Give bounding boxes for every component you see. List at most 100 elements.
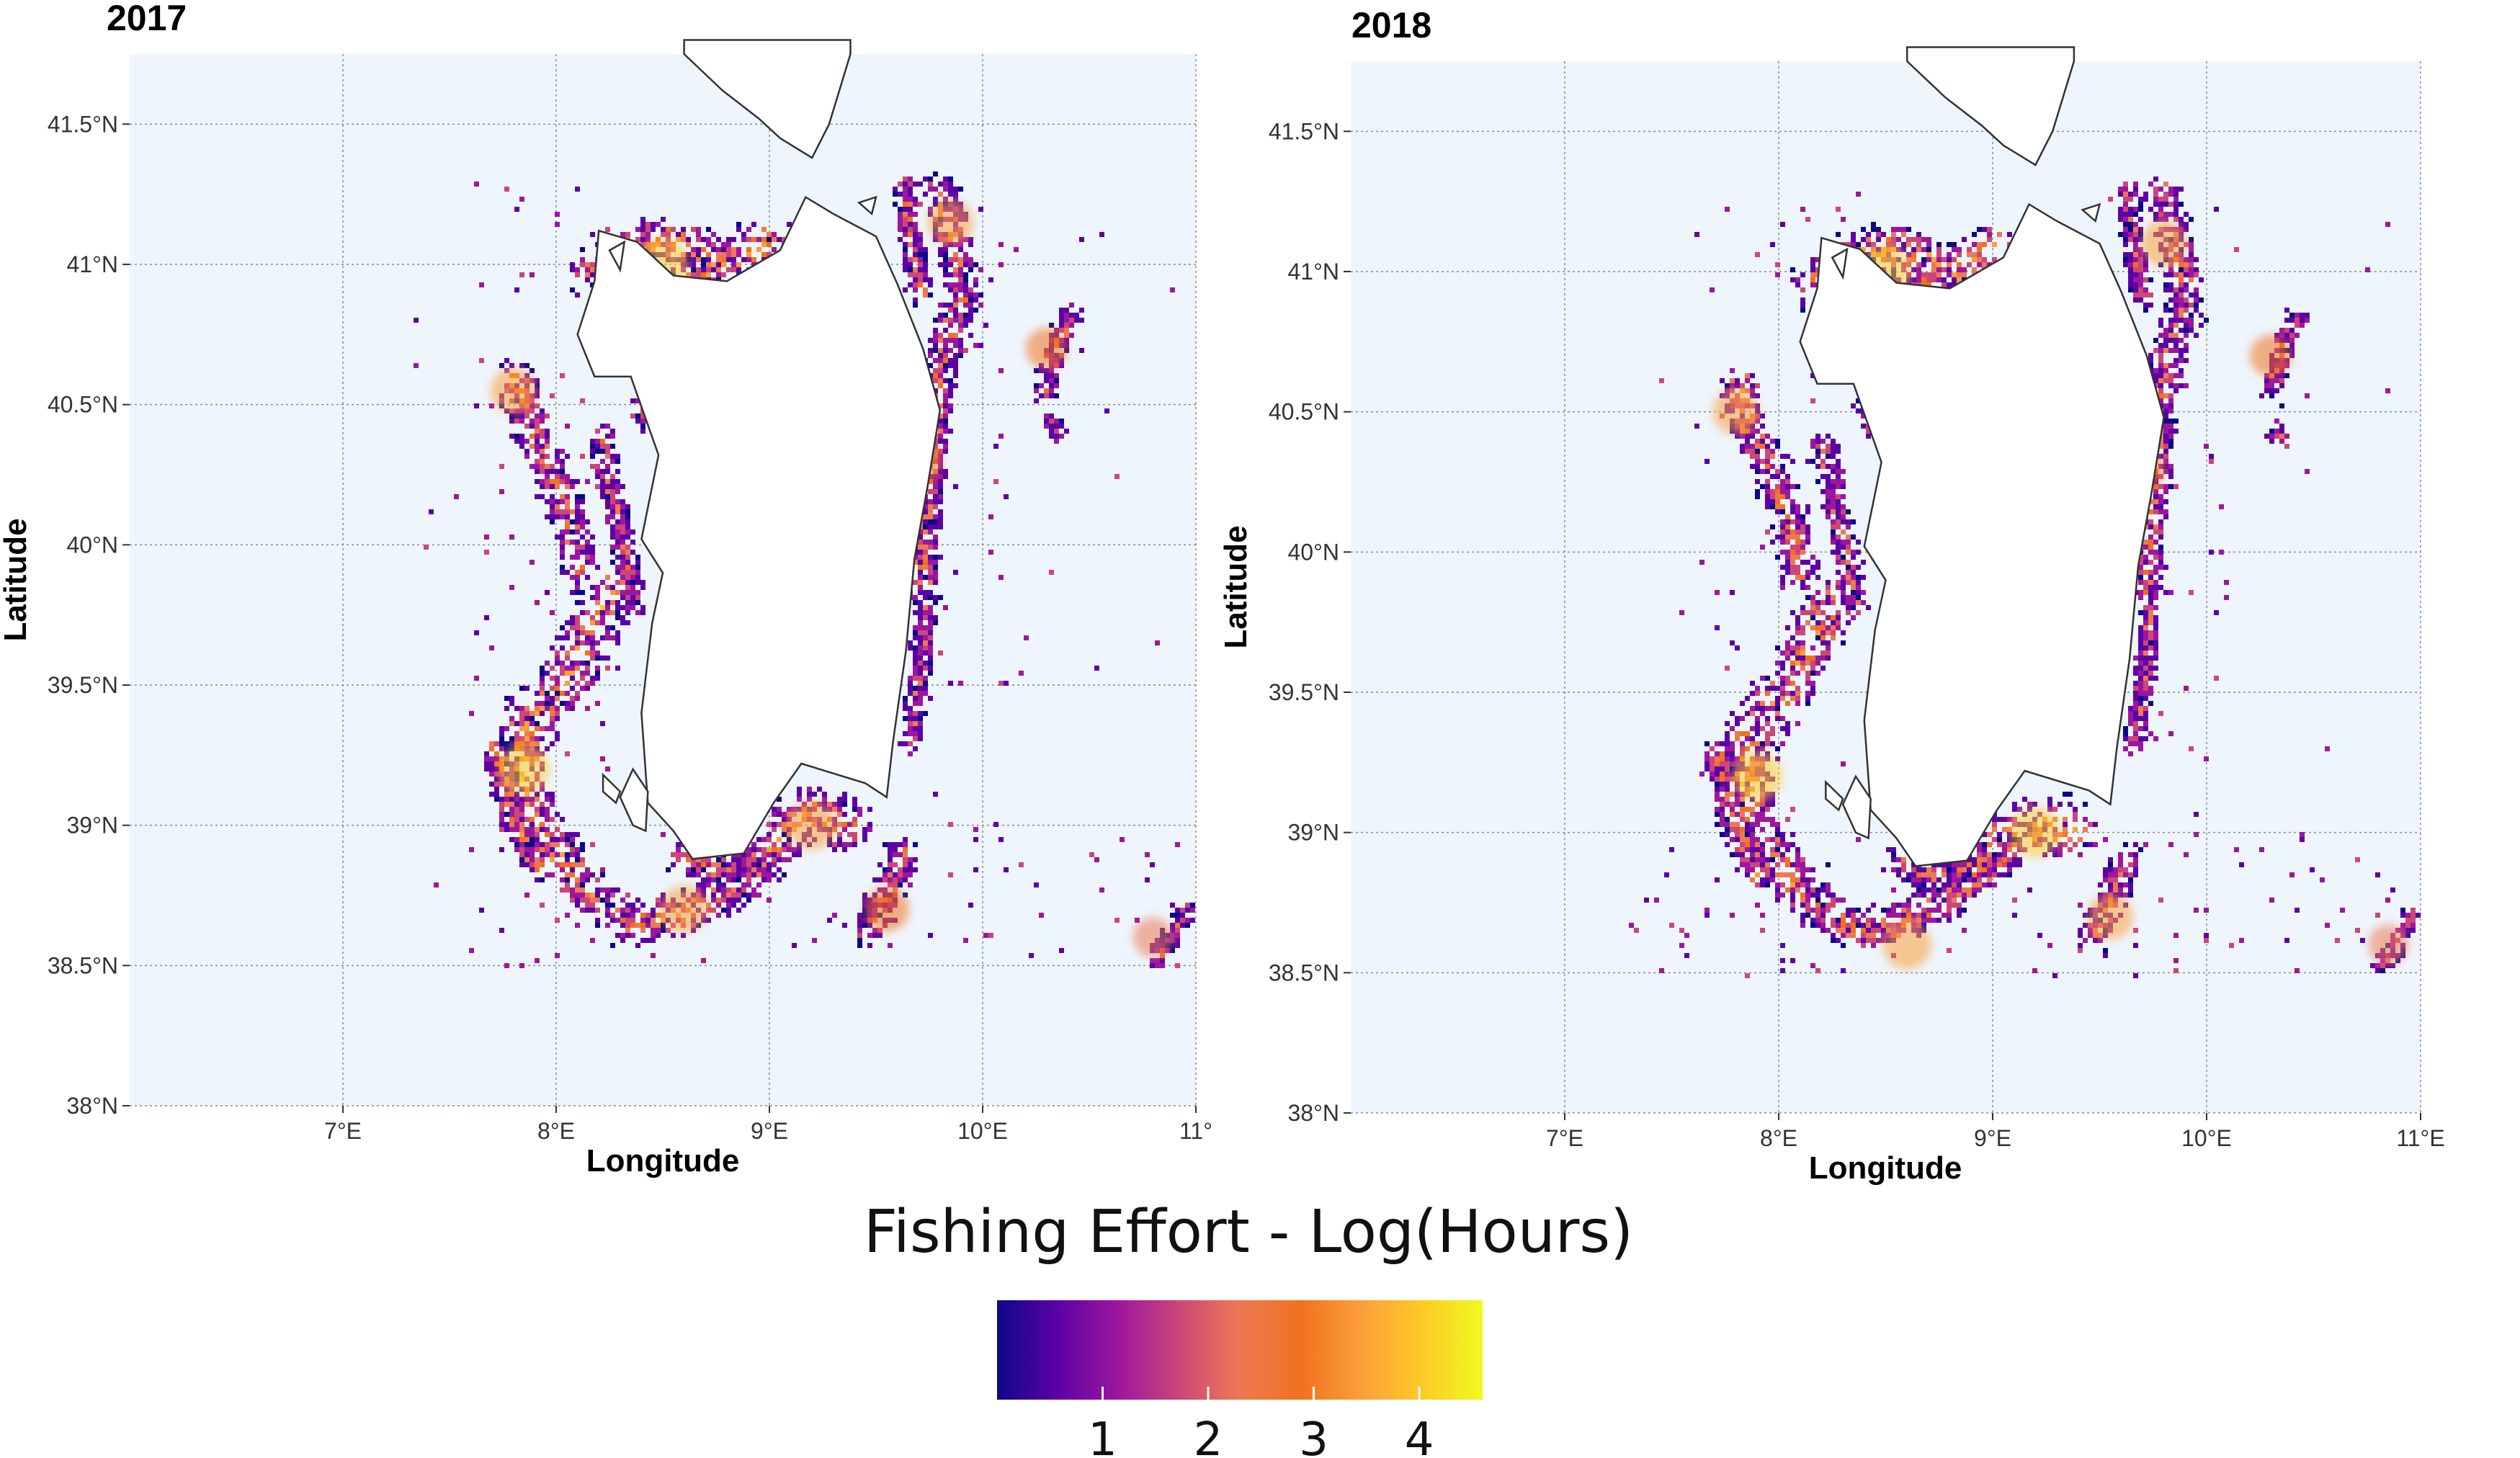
effort-cell (1962, 272, 1967, 277)
effort-cell (514, 827, 519, 832)
effort-cell (545, 726, 550, 731)
effort-cell (545, 832, 550, 837)
effort-cell (898, 207, 903, 212)
effort-cell (973, 282, 978, 287)
effort-cell (620, 514, 625, 519)
effort-cell (514, 207, 519, 212)
effort-cell (913, 726, 918, 731)
effort-cell (504, 797, 509, 802)
effort-cell (570, 625, 575, 630)
effort-cell (640, 923, 645, 928)
effort-cell (1054, 419, 1059, 424)
effort-cell (509, 696, 514, 701)
effort-cell (575, 923, 580, 928)
effort-cell (696, 887, 701, 893)
effort-cell (514, 822, 519, 827)
effort-cell (540, 691, 545, 696)
effort-cell (772, 237, 777, 242)
effort-cell (509, 827, 514, 832)
effort-cell (706, 862, 711, 867)
effort-cell (540, 847, 545, 852)
effort-cell (898, 182, 903, 187)
effort-cell (600, 898, 605, 903)
effort-cell (1765, 469, 1770, 474)
effort-cell (918, 272, 923, 277)
effort-cell (832, 807, 837, 812)
effort-cell (842, 822, 847, 827)
effort-cell (938, 519, 943, 524)
effort-cell (570, 847, 575, 852)
effort-cell (1906, 252, 1911, 257)
effort-cell (535, 413, 540, 419)
effort-cell (580, 514, 585, 519)
effort-cell (756, 867, 761, 872)
effort-cell (535, 701, 540, 706)
effort-cell (953, 313, 958, 318)
effort-cell (852, 842, 857, 847)
effort-cell (933, 197, 938, 202)
effort-cell (600, 469, 605, 474)
effort-cell (666, 232, 671, 237)
effort-cell (595, 444, 600, 449)
effort-cell (908, 267, 913, 272)
effort-cell (625, 550, 630, 555)
effort-cell (938, 489, 943, 494)
effort-cell (580, 862, 585, 867)
effort-cell (903, 731, 908, 736)
effort-cell (530, 847, 535, 852)
effort-cell (822, 792, 827, 797)
effort-cell (797, 847, 802, 852)
effort-cell (615, 529, 620, 535)
effort-cell (519, 812, 524, 817)
effort-cell (560, 545, 565, 550)
effort-cell (555, 706, 560, 711)
effort-cell (1760, 444, 1765, 449)
effort-cell (474, 630, 479, 635)
effort-cell (575, 272, 580, 277)
effort-cell (923, 595, 928, 600)
effort-cell (908, 686, 913, 691)
effort-cell (1901, 242, 1906, 247)
effort-cell (898, 842, 903, 847)
effort-cell (469, 948, 474, 953)
effort-cell (988, 933, 993, 938)
effort-cell (908, 232, 913, 237)
effort-cell (721, 898, 726, 903)
effort-cell (1750, 429, 1755, 434)
effort-cell (545, 661, 550, 666)
effort-cell (615, 459, 620, 464)
effort-cell (600, 635, 605, 640)
effort-cell (605, 575, 610, 580)
effort-cell (923, 640, 928, 645)
effort-cell (1760, 413, 1765, 419)
effort-cell (928, 580, 933, 585)
effort-cell (1069, 303, 1074, 308)
effort-cell (1977, 257, 1982, 262)
effort-cell (686, 252, 691, 257)
effort-cell (686, 852, 691, 857)
effort-cell (716, 257, 721, 262)
effort-cell (524, 363, 530, 368)
effort-cell (615, 509, 620, 514)
effort-cell (953, 197, 958, 202)
effort-cell (640, 242, 645, 247)
effort-cell (560, 555, 565, 560)
effort-cell (973, 308, 978, 313)
effort-cell (434, 882, 439, 887)
effort-cell (1079, 308, 1084, 313)
effort-cell (555, 499, 560, 504)
effort-cell (504, 827, 509, 832)
effort-cell (973, 298, 978, 303)
effort-cell (726, 903, 731, 908)
effort-cell (706, 227, 711, 232)
effort-cell (767, 232, 772, 237)
effort-cell (938, 419, 943, 424)
effort-cell (696, 882, 701, 887)
effort-cell (666, 867, 671, 872)
effort-cell (1947, 272, 1952, 277)
effort-cell (645, 232, 651, 237)
effort-cell (898, 741, 903, 746)
effort-cell (1064, 308, 1069, 313)
effort-cell (888, 943, 893, 948)
